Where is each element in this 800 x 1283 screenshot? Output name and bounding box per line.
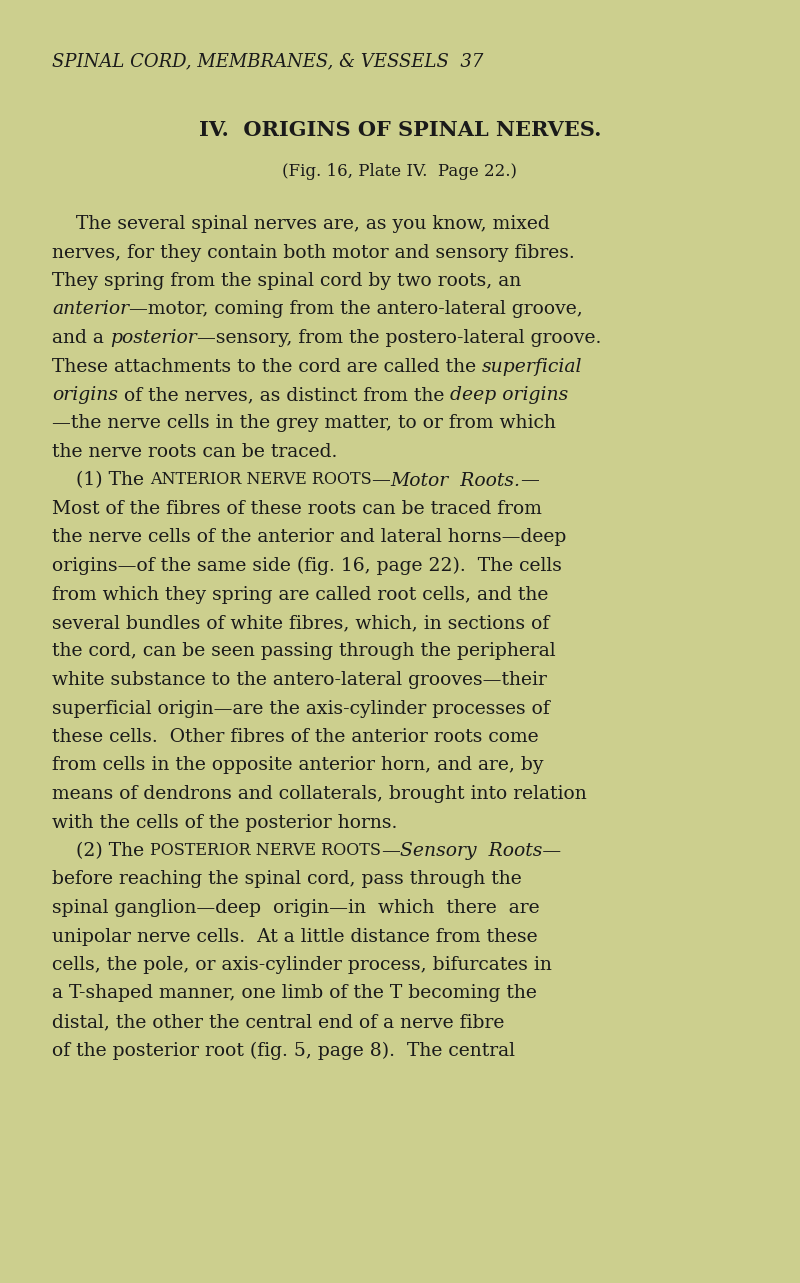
Text: Most of the fibres of these roots can be traced from: Most of the fibres of these roots can be… [52, 500, 542, 518]
Text: (Fig. 16, Plate IV.  Page 22.): (Fig. 16, Plate IV. Page 22.) [282, 163, 518, 180]
Text: before reaching the spinal cord, pass through the: before reaching the spinal cord, pass th… [52, 870, 522, 889]
Text: anterior: anterior [52, 300, 129, 318]
Text: from which they spring are called root cells, and the: from which they spring are called root c… [52, 585, 548, 603]
Text: SPINAL CORD, MEMBRANES, & VESSELS  37: SPINAL CORD, MEMBRANES, & VESSELS 37 [52, 53, 483, 71]
Text: means of dendrons and collaterals, brought into relation: means of dendrons and collaterals, broug… [52, 785, 586, 803]
Text: the cord, can be seen passing through the peripheral: the cord, can be seen passing through th… [52, 643, 556, 661]
Text: —sensory, from the postero-lateral groove.: —sensory, from the postero-lateral groov… [197, 328, 601, 346]
Text: white substance to the antero-lateral grooves—their: white substance to the antero-lateral gr… [52, 671, 547, 689]
Text: origins: origins [52, 386, 118, 404]
Text: the nerve cells of the anterior and lateral horns—deep: the nerve cells of the anterior and late… [52, 529, 566, 547]
Text: —: — [521, 471, 539, 490]
Text: These attachments to the cord are called the: These attachments to the cord are called… [52, 358, 482, 376]
Text: (1) The: (1) The [52, 471, 150, 490]
Text: ANTERIOR NERVE ROOTS: ANTERIOR NERVE ROOTS [150, 471, 372, 489]
Text: (2) The: (2) The [52, 842, 150, 860]
Text: origins—of the same side (fig. 16, page 22).  The cells: origins—of the same side (fig. 16, page … [52, 557, 562, 575]
Text: nerves, for they contain both motor and sensory fibres.: nerves, for they contain both motor and … [52, 244, 574, 262]
Text: —the nerve cells in the grey matter, to or from which: —the nerve cells in the grey matter, to … [52, 414, 556, 432]
Text: —: — [381, 842, 400, 860]
Text: The several spinal nerves are, as you know, mixed: The several spinal nerves are, as you kn… [52, 216, 550, 234]
Text: POSTERIOR NERVE ROOTS: POSTERIOR NERVE ROOTS [150, 842, 381, 860]
Text: from cells in the opposite anterior horn, and are, by: from cells in the opposite anterior horn… [52, 757, 543, 775]
Text: the nerve roots can be traced.: the nerve roots can be traced. [52, 443, 338, 461]
Text: posterior: posterior [110, 328, 197, 346]
Text: distal, the other the central end of a nerve fibre: distal, the other the central end of a n… [52, 1014, 504, 1032]
Text: Sensory  Roots—: Sensory Roots— [400, 842, 561, 860]
Text: deep origins: deep origins [450, 386, 569, 404]
Text: superficial: superficial [482, 358, 582, 376]
Text: several bundles of white fibres, which, in sections of: several bundles of white fibres, which, … [52, 615, 550, 633]
Text: a T-shaped manner, one limb of the T becoming the: a T-shaped manner, one limb of the T bec… [52, 984, 537, 1002]
Text: these cells.  Other fibres of the anterior roots come: these cells. Other fibres of the anterio… [52, 727, 538, 745]
Text: spinal ganglion—deep  origin—in  which  there  are: spinal ganglion—deep origin—in which the… [52, 899, 540, 917]
Text: cells, the pole, or axis-cylinder process, bifurcates in: cells, the pole, or axis-cylinder proces… [52, 956, 552, 974]
Text: —: — [372, 471, 390, 490]
Text: Motor  Roots.: Motor Roots. [390, 471, 521, 490]
Text: superficial origin—are the axis-cylinder processes of: superficial origin—are the axis-cylinder… [52, 699, 550, 717]
Text: with the cells of the posterior horns.: with the cells of the posterior horns. [52, 813, 398, 831]
Text: of the posterior root (fig. 5, page 8).  The central: of the posterior root (fig. 5, page 8). … [52, 1042, 515, 1060]
Text: unipolar nerve cells.  At a little distance from these: unipolar nerve cells. At a little distan… [52, 928, 538, 946]
Text: and a: and a [52, 328, 110, 346]
Text: of the nerves, as distinct from the: of the nerves, as distinct from the [118, 386, 450, 404]
Text: —motor, coming from the antero-lateral groove,: —motor, coming from the antero-lateral g… [129, 300, 583, 318]
Text: They spring from the spinal cord by two roots, an: They spring from the spinal cord by two … [52, 272, 522, 290]
Text: IV.  ORIGINS OF SPINAL NERVES.: IV. ORIGINS OF SPINAL NERVES. [198, 121, 602, 140]
